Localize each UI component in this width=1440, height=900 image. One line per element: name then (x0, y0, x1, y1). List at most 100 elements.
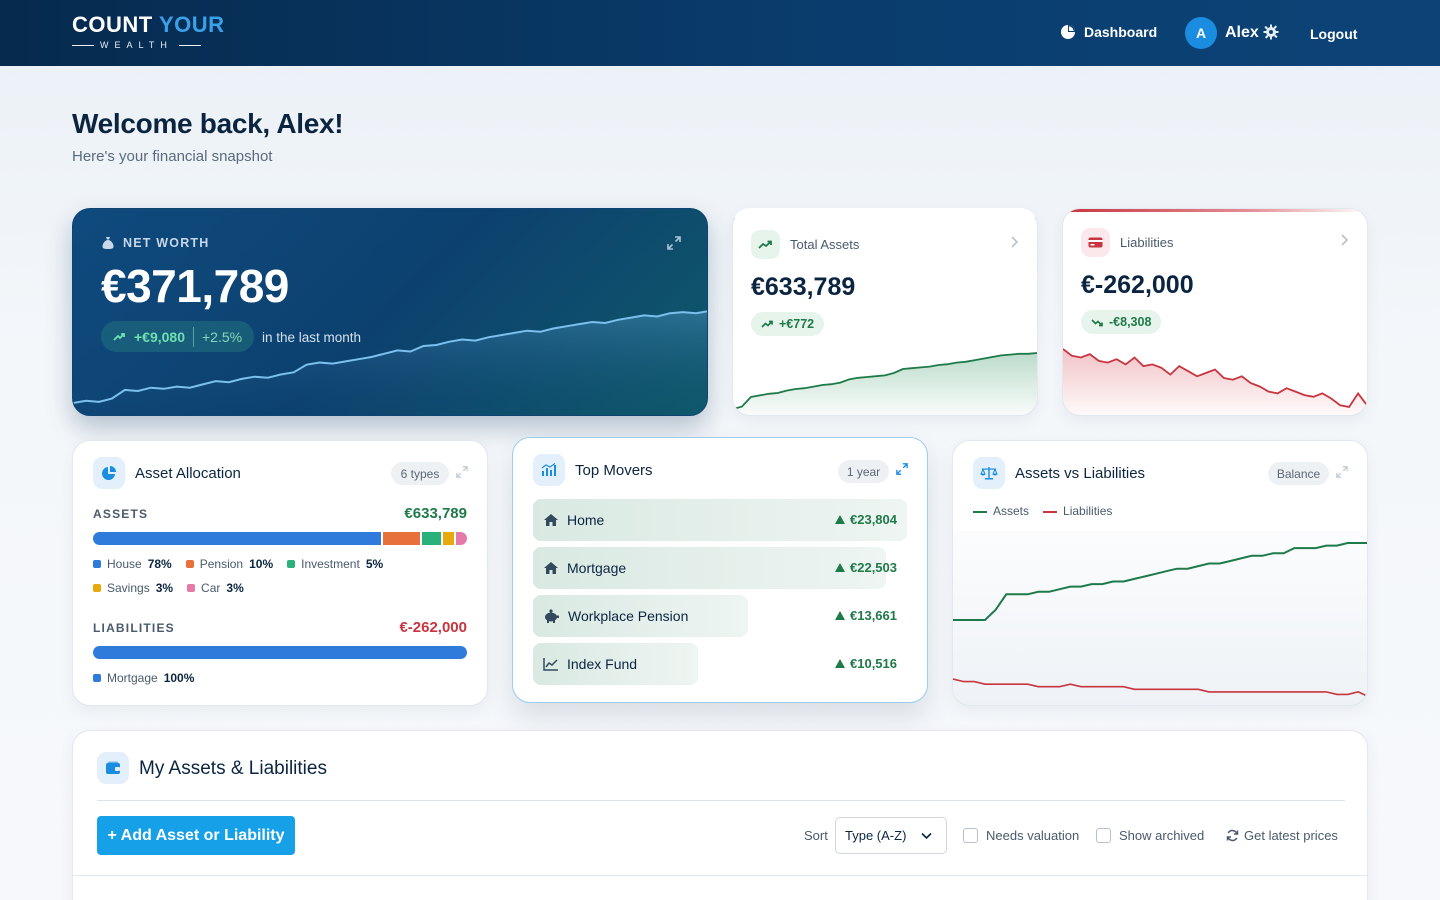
up-arrow-icon (835, 659, 845, 668)
asset-allocation-card[interactable]: Asset Allocation 6 types ASSETS €633,789… (72, 440, 488, 706)
assets-section-label: ASSETS (93, 507, 149, 521)
types-count-badge: 6 types (391, 462, 449, 485)
period-badge[interactable]: 1 year (838, 460, 889, 483)
top-navigation-bar: COUNT YOUR WEALTH Dashboard A Alex Logou… (0, 0, 1440, 66)
net-worth-label: NET WORTH (101, 236, 209, 250)
user-avatar[interactable]: A (1185, 17, 1217, 49)
allocation-segment-investment[interactable] (422, 532, 441, 545)
up-arrow-icon (835, 611, 845, 620)
asset-allocation-title: Asset Allocation (135, 464, 241, 482)
sort-select[interactable]: Type (A-Z) (835, 817, 947, 854)
mover-change: €22,503 (835, 560, 897, 575)
liabilities-trend-chart (1063, 348, 1367, 415)
wallet-icon (97, 752, 129, 784)
top-movers-title: Top Movers (575, 461, 653, 479)
net-worth-value: €371,789 (101, 260, 289, 312)
expand-icon[interactable] (456, 466, 468, 478)
total-assets-area (733, 353, 1037, 415)
nav-dashboard-link[interactable]: Dashboard (1060, 24, 1157, 40)
total-assets-trend-chart (733, 352, 1037, 415)
assets-total: €633,789 (404, 505, 467, 522)
chevron-right-icon[interactable] (1009, 235, 1021, 249)
legend-assets[interactable]: Assets (973, 504, 1029, 518)
mover-row[interactable]: Mortgage (533, 547, 886, 589)
legend-item-investment: Investment 5% (287, 557, 383, 571)
expand-icon[interactable] (667, 236, 681, 250)
sort-select-value: Type (A-Z) (845, 828, 907, 843)
credit-card-icon (1081, 228, 1110, 257)
net-worth-area (73, 311, 707, 415)
assets-legend: House 78% Pension 10% Investment 5% (93, 557, 383, 571)
add-asset-button[interactable]: + Add Asset or Liability (97, 816, 295, 855)
trend-up-icon (761, 320, 773, 328)
liabilities-series-line (953, 678, 1367, 697)
liabilities-card[interactable]: Liabilities €-262,000 -€8,308 (1062, 208, 1368, 416)
divider (97, 800, 1345, 801)
net-worth-period-note: in the last month (262, 330, 362, 345)
app-logo[interactable]: COUNT YOUR WEALTH (72, 12, 225, 50)
mover-row[interactable]: Index Fund (533, 643, 698, 685)
allocation-segment-car[interactable] (455, 532, 467, 545)
needs-valuation-checkbox[interactable]: Needs valuation (963, 828, 1079, 843)
user-name[interactable]: Alex (1225, 24, 1259, 41)
expand-icon[interactable] (1336, 466, 1348, 478)
divider (73, 875, 1367, 876)
net-worth-change-amount: +€9,080 (134, 328, 185, 345)
net-worth-trend-chart (73, 310, 707, 415)
legend-item-car: Car 3% (187, 581, 244, 595)
line-chart-icon (543, 657, 559, 671)
mover-change: €10,516 (835, 656, 897, 671)
legend-item-savings: Savings 3% (93, 581, 173, 595)
mover-name: Index Fund (567, 656, 638, 672)
chart-legend: Assets Liabilities (973, 504, 1112, 518)
net-worth-change-badge: +€9,080 +2.5% (101, 321, 255, 352)
balance-mode-badge[interactable]: Balance (1268, 462, 1329, 485)
trend-up-icon (113, 332, 125, 341)
mover-row[interactable]: Workplace Pension (533, 595, 748, 637)
net-worth-change-percent: +2.5% (202, 328, 243, 345)
liabilities-value: €-262,000 (1081, 271, 1194, 299)
pie-chart-icon (1061, 25, 1075, 39)
allocation-segment-pension[interactable] (383, 532, 421, 545)
mover-row[interactable]: Home (533, 499, 907, 541)
gear-icon[interactable] (1263, 24, 1279, 40)
trend-down-icon (1091, 318, 1103, 326)
assets-vs-liabilities-card[interactable]: Assets vs Liabilities Balance Assets Lia… (952, 440, 1368, 706)
home-icon (543, 513, 559, 527)
money-bag-icon (102, 237, 114, 249)
bar-chart-icon (533, 454, 565, 486)
home-icon (543, 561, 559, 575)
allocation-segment-mortgage[interactable] (93, 646, 467, 659)
liabilities-allocation-bar (93, 646, 467, 659)
liabilities-line (1063, 348, 1367, 408)
logout-link[interactable]: Logout (1310, 26, 1358, 42)
expand-icon[interactable] (896, 463, 908, 475)
assets-allocation-bar (93, 532, 467, 545)
liabilities-section-label: LIABILITIES (93, 621, 175, 635)
mover-change: €13,661 (835, 608, 897, 623)
assets-series-line (953, 542, 1367, 621)
sort-label: Sort (804, 828, 828, 843)
get-latest-prices-button[interactable]: Get latest prices (1226, 828, 1338, 843)
show-archived-checkbox[interactable]: Show archived (1096, 828, 1204, 843)
chevron-down-icon (921, 832, 932, 840)
assets-vs-liabilities-title: Assets vs Liabilities (1015, 464, 1146, 482)
allocation-segment-house[interactable] (93, 532, 382, 545)
chevron-right-icon[interactable] (1339, 233, 1351, 247)
top-movers-card[interactable]: Top Movers 1 year Home €23,804 Mortgage €22… (512, 437, 928, 703)
allocation-segment-savings[interactable] (442, 532, 454, 545)
legend-item-pension: Pension 10% (185, 557, 273, 571)
total-assets-value: €633,789 (751, 273, 856, 301)
pie-chart-icon (93, 457, 125, 489)
page-subtitle: Here's your financial snapshot (72, 148, 273, 165)
section-title: My Assets & Liabilities (139, 758, 327, 779)
assets-vs-liabilities-chart (953, 531, 1367, 705)
legend-liabilities[interactable]: Liabilities (1043, 504, 1112, 518)
mover-change: €23,804 (835, 512, 897, 527)
total-assets-title: Total Assets (790, 237, 860, 252)
mover-name: Workplace Pension (568, 608, 689, 624)
net-worth-card[interactable]: NET WORTH €371,789 +€9,080 +2.5% in the … (72, 208, 708, 416)
total-assets-line (733, 352, 1037, 410)
refresh-icon (1226, 829, 1239, 842)
total-assets-card[interactable]: Total Assets €633,789 +€772 (732, 208, 1038, 416)
